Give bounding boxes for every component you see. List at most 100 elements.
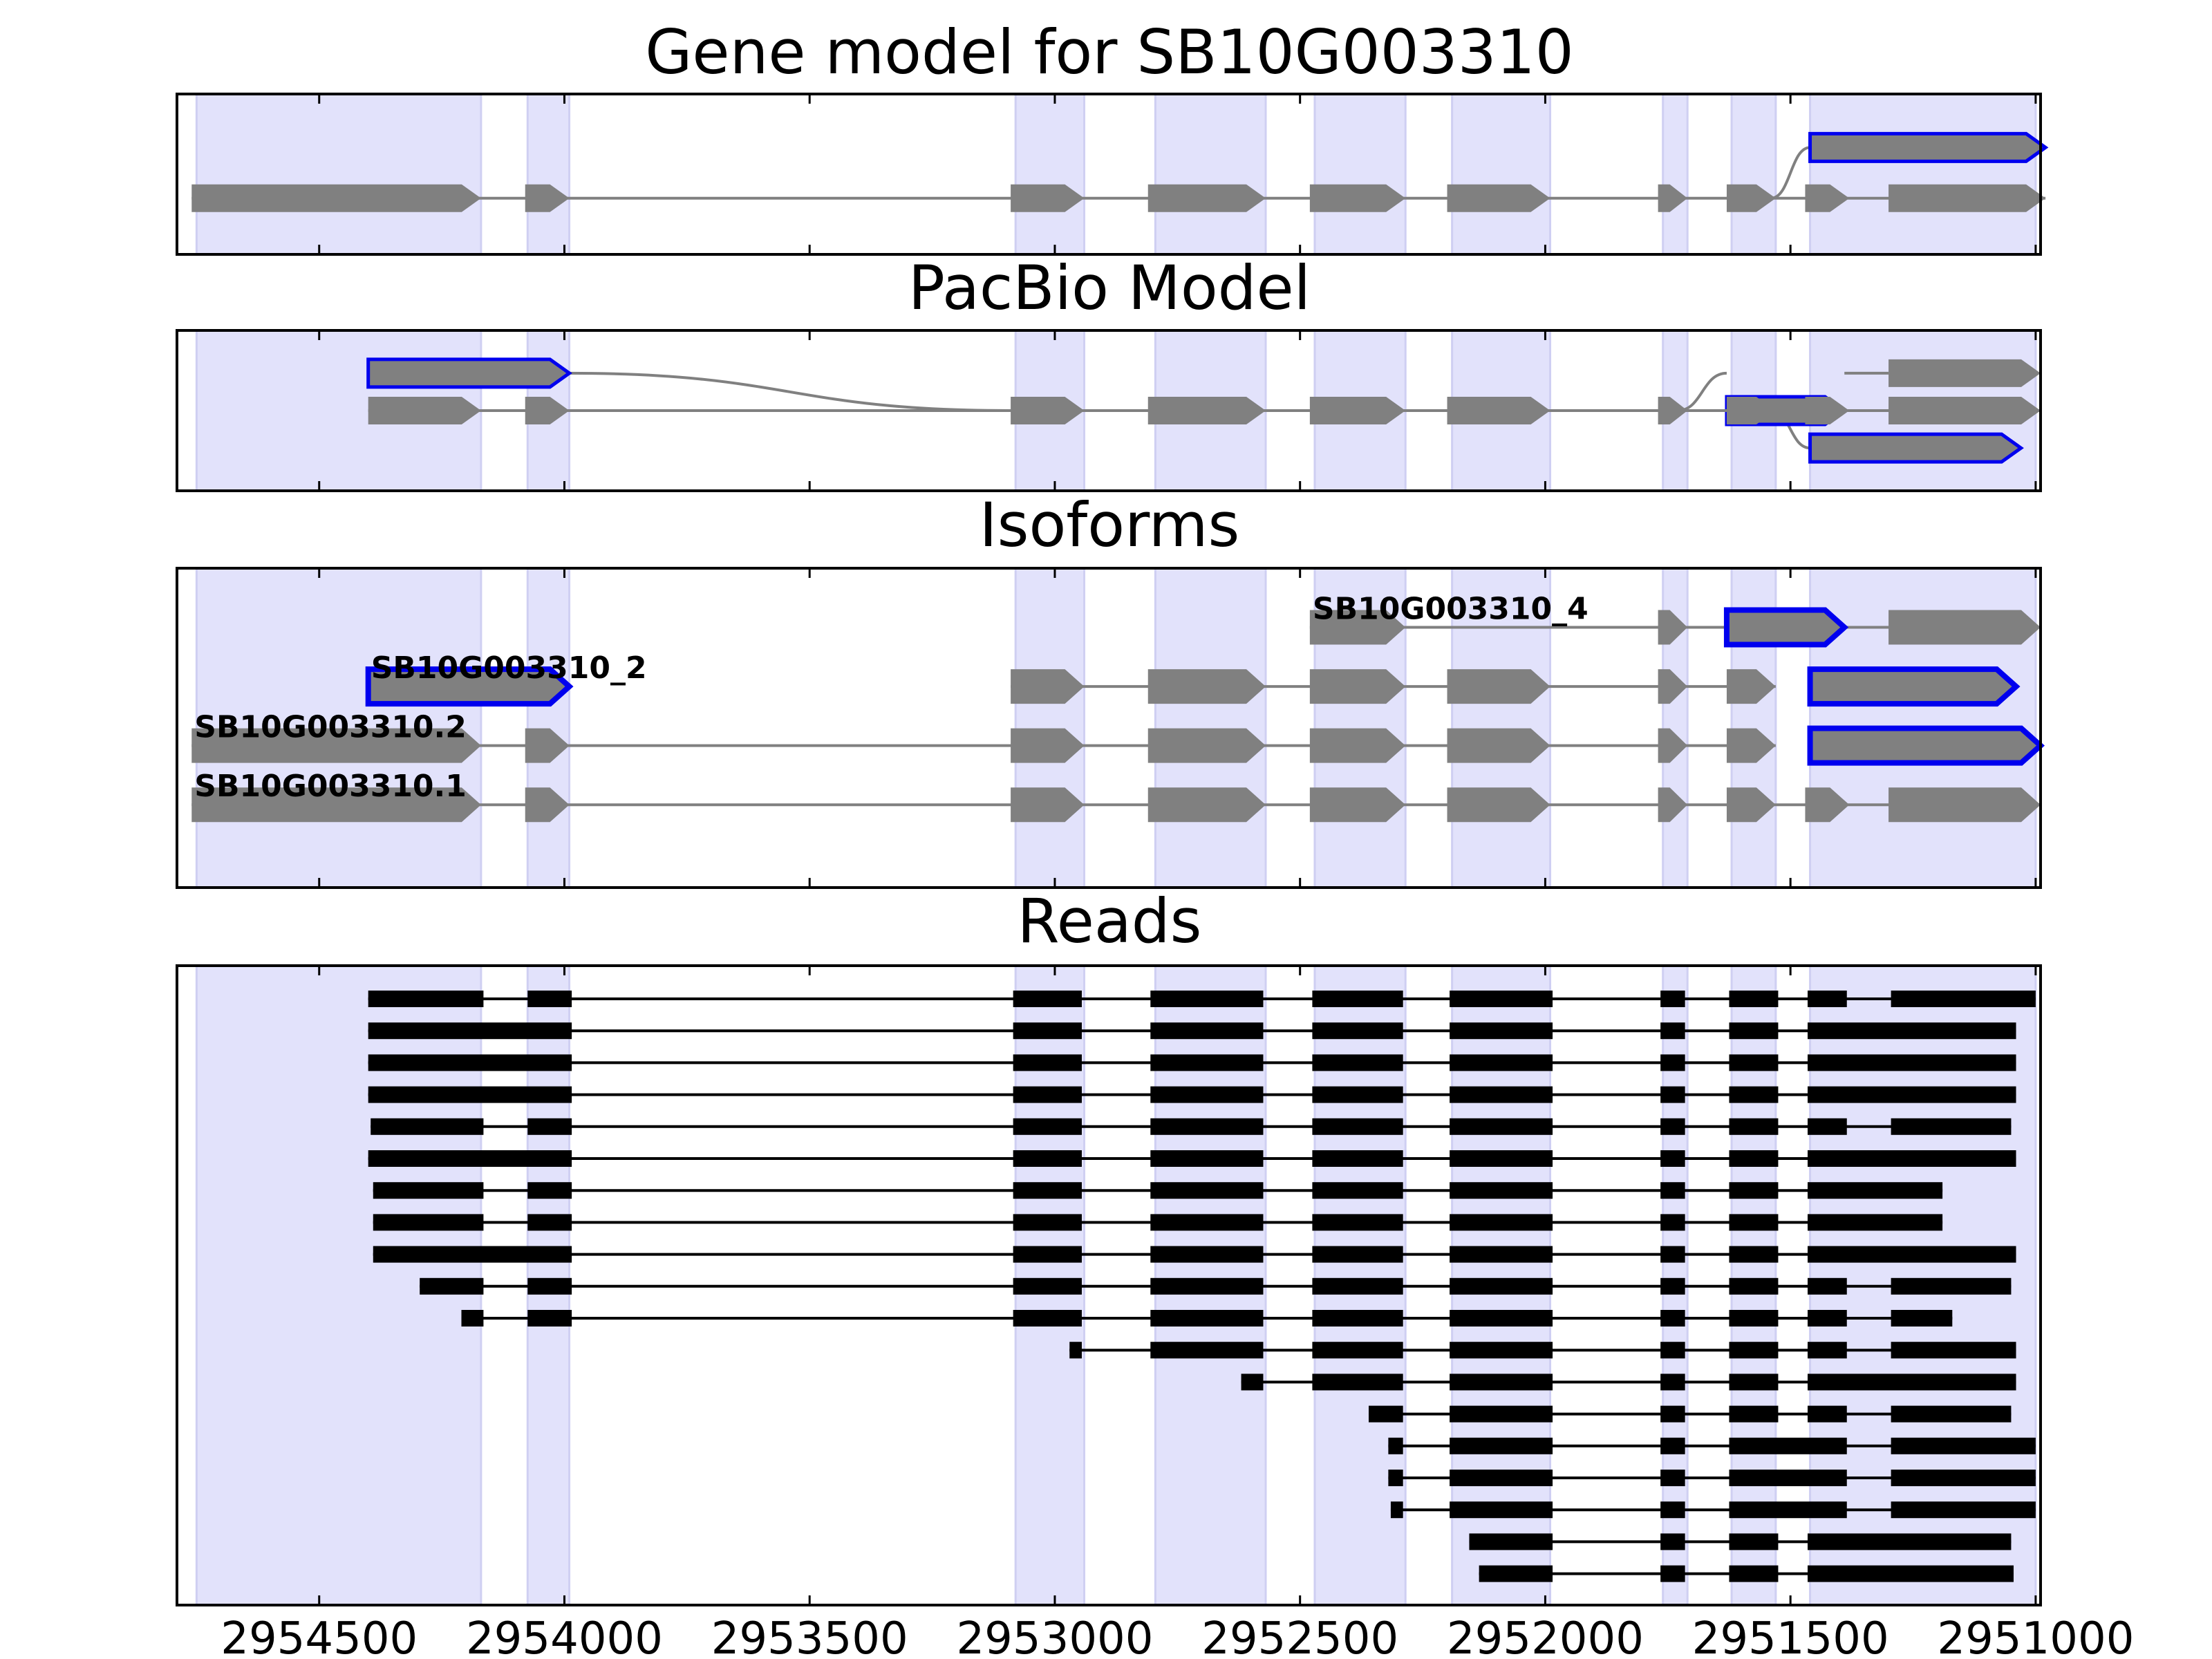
read-block [1729,1086,1779,1103]
exon [1805,184,1850,212]
read-block [1808,991,1847,1007]
read-block [1013,1022,1082,1040]
read-block [373,1182,484,1199]
read-block [1729,991,1779,1007]
read-block [1450,1342,1553,1359]
exon [1309,184,1406,212]
shaded-region [1014,93,1086,256]
exon [1808,432,2024,464]
read-block [527,1277,572,1295]
read-block [1660,1246,1685,1263]
read-block [368,1086,572,1103]
exon [525,728,570,763]
exon [1658,397,1688,424]
exon [1726,669,1776,704]
exon [368,397,481,424]
shaded-region [1451,567,1552,889]
read-block [1660,1565,1685,1582]
x-tick-label: 2952000 [1447,1613,1644,1659]
read-block [1069,1342,1082,1359]
read-block [1013,1054,1082,1071]
exon [1147,669,1266,704]
read-block [1808,1150,2016,1167]
read-block [1808,1405,1847,1423]
exon [1726,184,1776,212]
exon [1447,397,1550,424]
read-block [1013,1310,1082,1327]
read-block [1450,1086,1553,1103]
read-block [1450,1437,1553,1454]
isoform-label: SB10G003310_2 [371,650,647,686]
exon [1011,669,1085,704]
x-axis: 2954500 2954000 2953500 2953000 2952500 29520… [221,1613,2134,1659]
exon [1658,728,1688,763]
read-block [1660,991,1685,1007]
read-block [1150,1246,1264,1263]
shaded-region [1451,93,1552,256]
panel-title-reads: Reads [1018,885,1202,957]
x-tick-label: 2954000 [466,1613,663,1659]
read-block [1729,1310,1779,1327]
isoform-label: SB10G003310_4 [1313,592,1588,627]
shaded-region [195,93,482,256]
read-block [1891,1501,2036,1519]
read-block [1150,1182,1264,1199]
read-block [1891,1277,2012,1295]
read-block [1150,1118,1264,1135]
read-block [1150,1054,1264,1071]
read-block [1013,1086,1082,1103]
read-block [527,1310,572,1327]
read-block [461,1310,484,1327]
read-block [1150,1277,1264,1295]
read-block [373,1246,572,1263]
exon [1147,397,1266,424]
read-block [1312,1310,1403,1327]
exon [1726,397,1776,424]
panel-gene-model [176,93,2049,256]
read-block [1660,1277,1685,1295]
shaded-region [1313,93,1407,256]
read-block [1312,1277,1403,1295]
shaded-region [1662,93,1689,256]
exon [1011,787,1085,823]
read-block [1013,1246,1082,1263]
read-block [1312,1118,1403,1135]
read-block [368,1150,572,1167]
read-block [1891,1437,2036,1454]
exon [1309,610,1406,645]
read-block [1729,1437,1847,1454]
read-block [1013,991,1082,1007]
exon [1888,184,2046,212]
read-block [1660,1118,1685,1135]
x-tick-label: 2953500 [711,1613,908,1659]
read-block [1450,1374,1553,1391]
read-block [1660,1533,1685,1550]
read-block [1891,991,2036,1007]
exon [191,184,481,212]
read-block [1312,1342,1403,1359]
read-block [1450,1118,1553,1135]
exon [1447,728,1550,763]
axes-frame [176,567,2042,889]
exon [191,728,481,763]
read-block [1729,1470,1847,1486]
exon [1805,397,1850,424]
exon [1011,728,1085,763]
read-block [1660,1501,1685,1519]
read-block [1729,1022,1779,1040]
read-block [1891,1342,2016,1359]
read-block [1729,1501,1847,1519]
exon [525,184,570,212]
read-block [1150,1150,1264,1167]
exon [1888,397,2041,424]
read-block [1891,1470,2036,1486]
read-block [1150,1086,1264,1103]
read-block [1891,1405,2012,1423]
read-block [1013,1182,1082,1199]
read-block [527,1118,572,1135]
read-block [1808,1118,1847,1135]
exon [1805,787,1850,823]
axes-frame [176,964,2042,1606]
panel-title-gene-model: Gene model for SB10G003310 [645,17,1574,88]
